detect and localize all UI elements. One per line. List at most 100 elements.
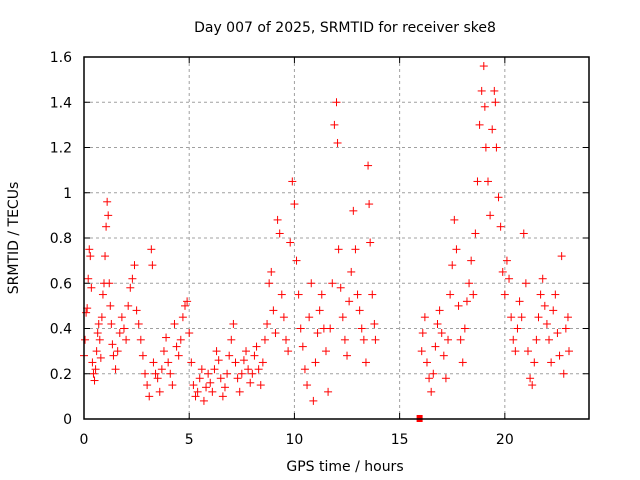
data-point [108, 340, 117, 349]
data-point [218, 392, 227, 401]
data-point [151, 369, 160, 378]
data-point [254, 365, 263, 374]
data-point [333, 138, 342, 147]
data-point [138, 351, 147, 360]
data-point [475, 120, 484, 129]
data-point [97, 313, 106, 322]
data-point [88, 358, 97, 367]
data-point [343, 351, 352, 360]
data-point [433, 319, 442, 328]
data-point [191, 392, 200, 401]
y-axis: 0 0.2 0.4 0.6 0.8 1 1.2 1.4 1.6 [50, 50, 589, 428]
data-point [355, 306, 364, 315]
data-point [258, 358, 267, 367]
data-point [481, 143, 490, 152]
data-point [185, 329, 194, 338]
data-point [332, 98, 341, 107]
data-point [126, 283, 135, 292]
data-point [311, 358, 320, 367]
data-point [233, 374, 242, 383]
data-point [93, 329, 102, 338]
data-point [92, 347, 101, 356]
data-point [282, 335, 290, 344]
data-point [193, 387, 202, 396]
data-point [534, 313, 543, 322]
data-point [227, 335, 236, 344]
y-tick-label: 0.8 [50, 231, 72, 247]
x-tick-label: 10 [286, 432, 304, 448]
data-point [328, 279, 337, 288]
y-tick-label: 0.6 [50, 276, 72, 292]
y-tick-label: 0.2 [50, 367, 72, 383]
gridlines [84, 57, 589, 419]
data-point [517, 313, 526, 322]
data-point [231, 358, 240, 367]
data-point [237, 369, 246, 378]
data-point [101, 252, 110, 261]
data-point [208, 387, 217, 396]
data-point [435, 306, 444, 315]
data-point [105, 279, 114, 288]
data-point [509, 335, 518, 344]
data-point [513, 324, 522, 333]
data-point [225, 351, 234, 360]
data-point [315, 306, 324, 315]
data-point [460, 324, 469, 333]
data-point [183, 297, 192, 306]
data-points [80, 62, 574, 422]
y-tick-label: 1.6 [50, 50, 72, 66]
x-axis-label: GPS time / hours [286, 459, 403, 475]
y-tick-label: 0 [63, 412, 72, 428]
data-point [450, 215, 459, 224]
data-point [545, 335, 554, 344]
data-point [256, 381, 265, 390]
data-point [486, 211, 495, 220]
data-point [351, 245, 360, 254]
data-point [361, 358, 370, 367]
x-tick-label: 0 [80, 432, 89, 448]
data-point [349, 206, 358, 215]
data-point [199, 396, 208, 405]
data-point [305, 313, 314, 322]
data-point [303, 381, 312, 390]
data-point [462, 297, 471, 306]
data-point [559, 369, 568, 378]
data-point [511, 347, 520, 356]
data-point [371, 335, 380, 344]
data-point [427, 387, 436, 396]
data-point [115, 329, 124, 338]
data-point [330, 120, 339, 129]
x-axis: 0 5 10 15 20 [80, 57, 514, 448]
data-point [96, 353, 105, 362]
data-point [102, 222, 111, 231]
x-tick-label: 20 [496, 432, 514, 448]
data-point [526, 374, 535, 383]
data-point [212, 347, 221, 356]
x-tick-label: 5 [185, 432, 194, 448]
data-point [81, 335, 90, 344]
data-point [197, 365, 206, 374]
data-point [265, 279, 274, 288]
data-point [223, 369, 232, 378]
data-point [174, 351, 183, 360]
data-point [235, 387, 244, 396]
data-point [106, 301, 115, 310]
data-point [220, 383, 229, 392]
data-point [505, 274, 514, 283]
data-point [119, 324, 128, 333]
data-point [340, 335, 349, 344]
data-point [85, 245, 94, 254]
data-point [145, 392, 154, 401]
data-point [549, 306, 558, 315]
data-point [370, 319, 379, 328]
data-point [530, 358, 539, 367]
data-point [290, 200, 299, 209]
data-point [242, 347, 251, 356]
data-point [532, 335, 541, 344]
data-point [296, 324, 305, 333]
data-point [143, 381, 152, 390]
data-point [425, 374, 434, 383]
data-point [206, 378, 215, 387]
data-point [164, 358, 173, 367]
